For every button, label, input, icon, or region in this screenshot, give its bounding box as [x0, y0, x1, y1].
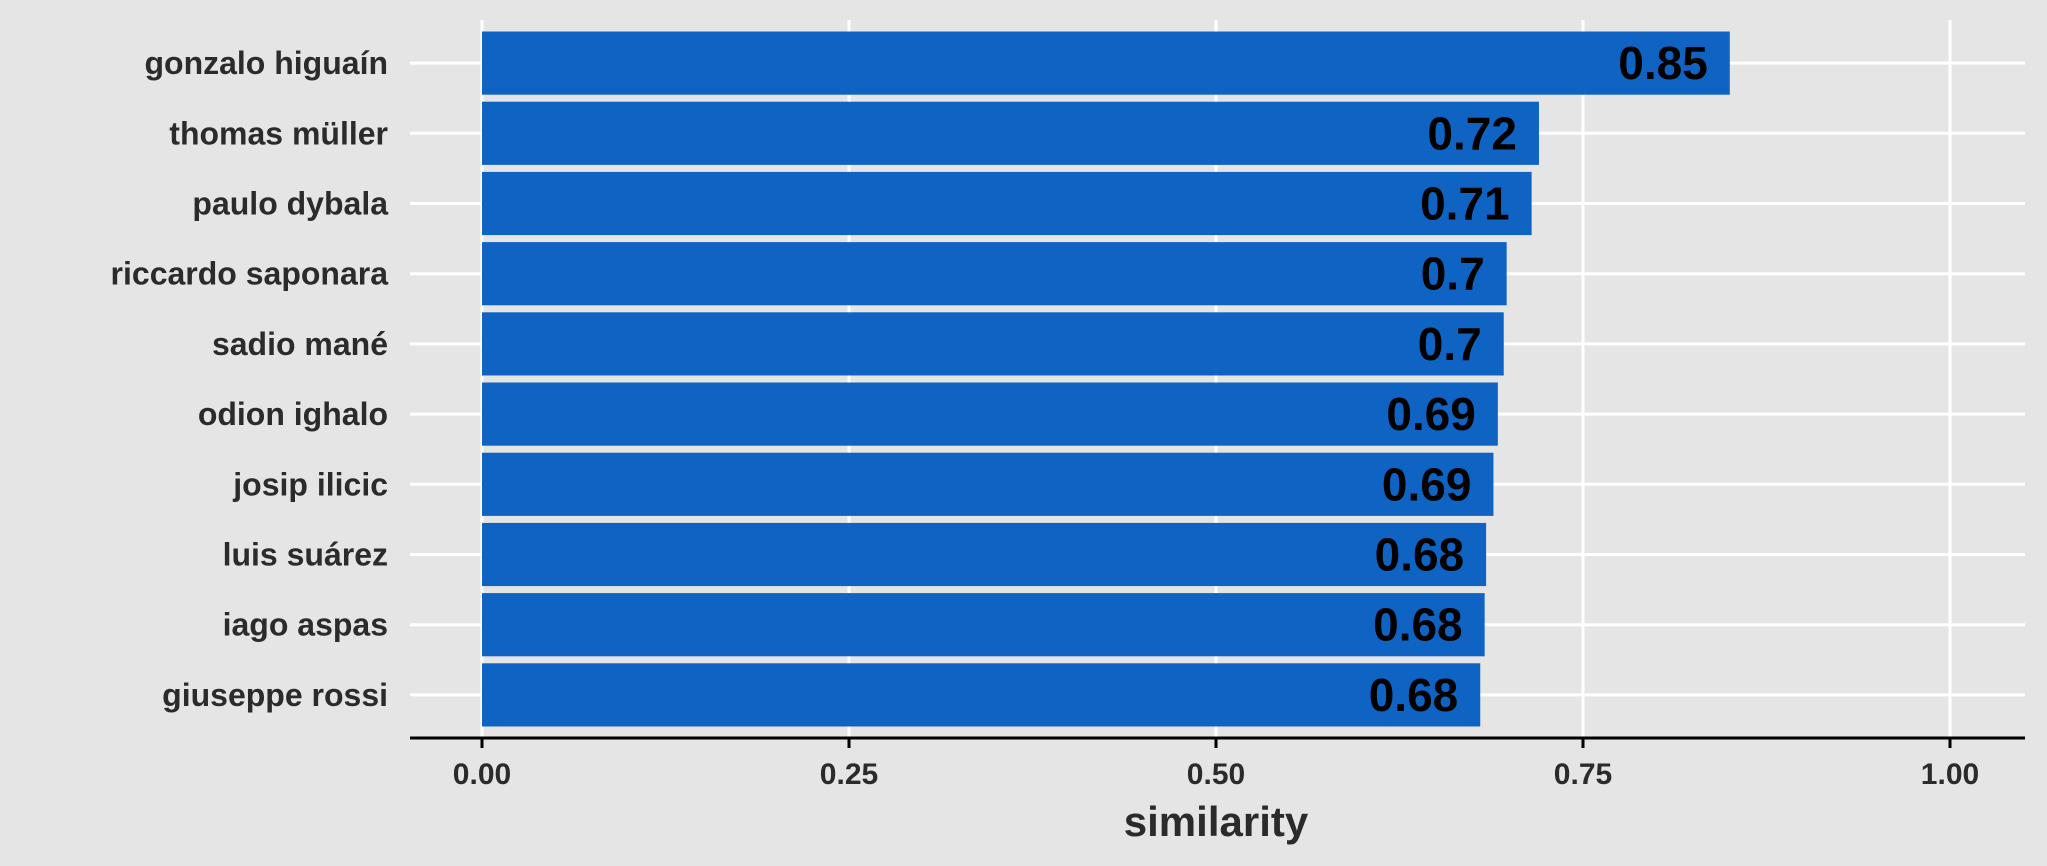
x-tick-label: 0.25 [820, 758, 878, 791]
bar-value-label: 0.71 [1420, 178, 1510, 230]
bar-value-label: 0.72 [1427, 107, 1517, 159]
value-labels: 0.85 0.72 0.71 0.7 0.7 0.69 0.69 0.68 0.68 0.68 [1369, 37, 1708, 721]
x-tick-label: 0.00 [453, 758, 511, 791]
bar [482, 522, 1487, 587]
category-label: luis suárez [223, 537, 388, 573]
bar-value-label: 0.85 [1618, 37, 1708, 89]
bar-value-label: 0.7 [1421, 248, 1485, 300]
bar-value-label: 0.68 [1373, 599, 1463, 651]
x-tick-label: 0.50 [1187, 758, 1245, 791]
x-axis-title: similarity [1124, 798, 1309, 845]
category-label: giuseppe rossi [162, 677, 388, 713]
bar-value-label: 0.68 [1369, 669, 1459, 721]
category-label: gonzalo higuaín [144, 45, 388, 81]
y-axis-labels: gonzalo higuaín thomas müller paulo dybala… [111, 45, 389, 713]
category-label: odion ighalo [198, 396, 388, 432]
bar [482, 382, 1498, 446]
x-tick-label: 0.75 [1554, 758, 1612, 791]
bar-value-label: 0.68 [1375, 529, 1465, 581]
bar [482, 242, 1507, 306]
x-tick-label: 1.00 [1921, 758, 1979, 791]
bar [482, 312, 1504, 376]
category-label: riccardo saponara [111, 256, 389, 292]
category-label: sadio mané [212, 326, 388, 362]
bar-value-label: 0.7 [1418, 318, 1482, 370]
bar-value-label: 0.69 [1382, 458, 1472, 510]
x-axis: 0.00 0.25 0.50 0.75 1.00 [410, 736, 2025, 791]
bars [482, 31, 1730, 727]
category-label: thomas müller [169, 115, 388, 151]
bar [482, 101, 1539, 165]
bar [482, 452, 1494, 516]
bar [482, 31, 1730, 95]
bar-value-label: 0.69 [1386, 388, 1476, 440]
bar [482, 171, 1532, 236]
bar [482, 663, 1481, 727]
category-label: josip ilicic [232, 466, 388, 502]
category-label: paulo dybala [192, 186, 388, 222]
category-label: iago aspas [223, 607, 388, 643]
bar [482, 593, 1485, 657]
